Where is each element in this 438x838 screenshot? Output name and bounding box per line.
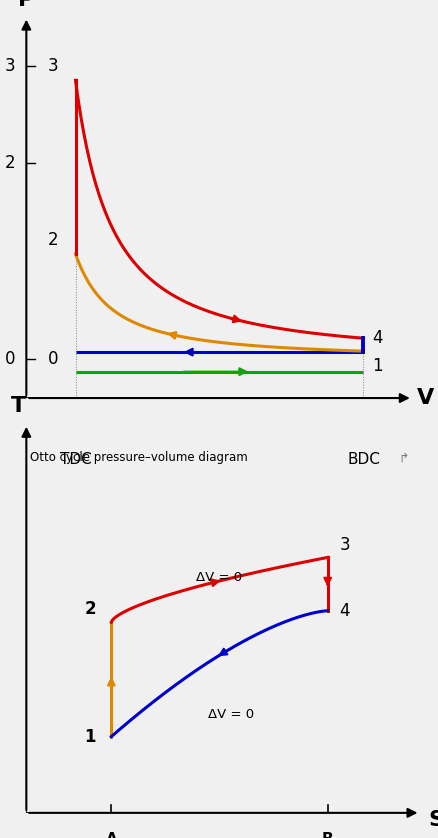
Text: 3: 3: [339, 535, 349, 554]
Text: 1: 1: [84, 727, 95, 746]
Text: TDC: TDC: [60, 452, 91, 467]
Text: ΔV = 0: ΔV = 0: [196, 571, 242, 584]
Text: 3: 3: [5, 57, 16, 75]
Text: A: A: [105, 832, 117, 838]
Text: ↱: ↱: [397, 452, 408, 464]
Text: S: S: [427, 810, 438, 830]
Text: 4: 4: [339, 602, 349, 620]
Text: 2: 2: [47, 230, 58, 249]
Text: 0: 0: [47, 350, 58, 368]
Text: 4: 4: [371, 329, 381, 347]
Text: V: V: [416, 388, 433, 408]
Text: T: T: [11, 396, 26, 416]
Text: B: B: [321, 832, 333, 838]
Text: P: P: [18, 0, 35, 10]
Text: Otto cycle pressure–volume diagram: Otto cycle pressure–volume diagram: [30, 452, 247, 464]
Text: ΔV = 0: ΔV = 0: [208, 708, 254, 722]
Text: 3: 3: [47, 58, 58, 75]
Text: 0: 0: [5, 350, 16, 368]
Text: 1: 1: [371, 357, 381, 375]
Text: 2: 2: [84, 600, 95, 618]
Text: 2: 2: [5, 154, 16, 173]
Text: BDC: BDC: [346, 452, 379, 467]
